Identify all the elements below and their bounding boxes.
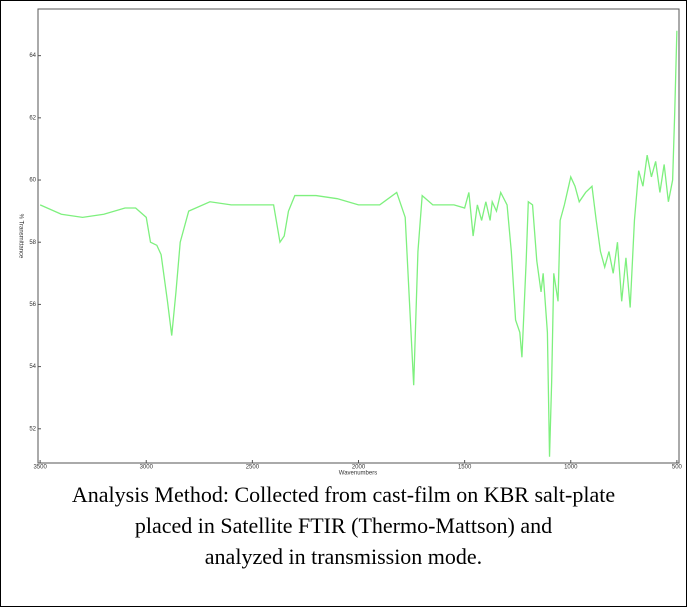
x-tick-label: 500 (672, 465, 683, 471)
x-tick-label: 2000 (352, 465, 366, 471)
caption-line: Analysis Method: Collected from cast-fil… (71, 482, 616, 507)
y-axis-label: % Transmittance (17, 214, 23, 259)
caption-line: analyzed in transmission mode. (204, 544, 483, 569)
x-axis-label: Wavenumbers (339, 471, 377, 477)
spectrum-line (39, 30, 678, 457)
y-tick-label: 64 (29, 53, 36, 59)
y-tick-label: 60 (29, 178, 36, 184)
plot-frame (37, 8, 680, 464)
y-tick-label: 56 (29, 302, 36, 308)
x-tick-label: 1500 (458, 465, 472, 471)
x-tick-label: 2500 (246, 465, 260, 471)
caption: Analysis Method: Collected from cast-fil… (1, 479, 686, 572)
x-tick-label: 3000 (140, 465, 154, 471)
chart: Wavenumbers % Transmittance 52 54 56 58 60 62… (17, 8, 683, 477)
y-tick-label: 52 (29, 426, 36, 432)
y-tick-label: 58 (29, 240, 36, 246)
caption-line: placed in Satellite FTIR (Thermo-Mattson… (134, 513, 553, 538)
x-tick-label: 1000 (564, 465, 578, 471)
x-tick-label: 3500 (33, 465, 47, 471)
y-tick-label: 54 (29, 364, 36, 370)
y-tick-label: 62 (29, 115, 36, 121)
